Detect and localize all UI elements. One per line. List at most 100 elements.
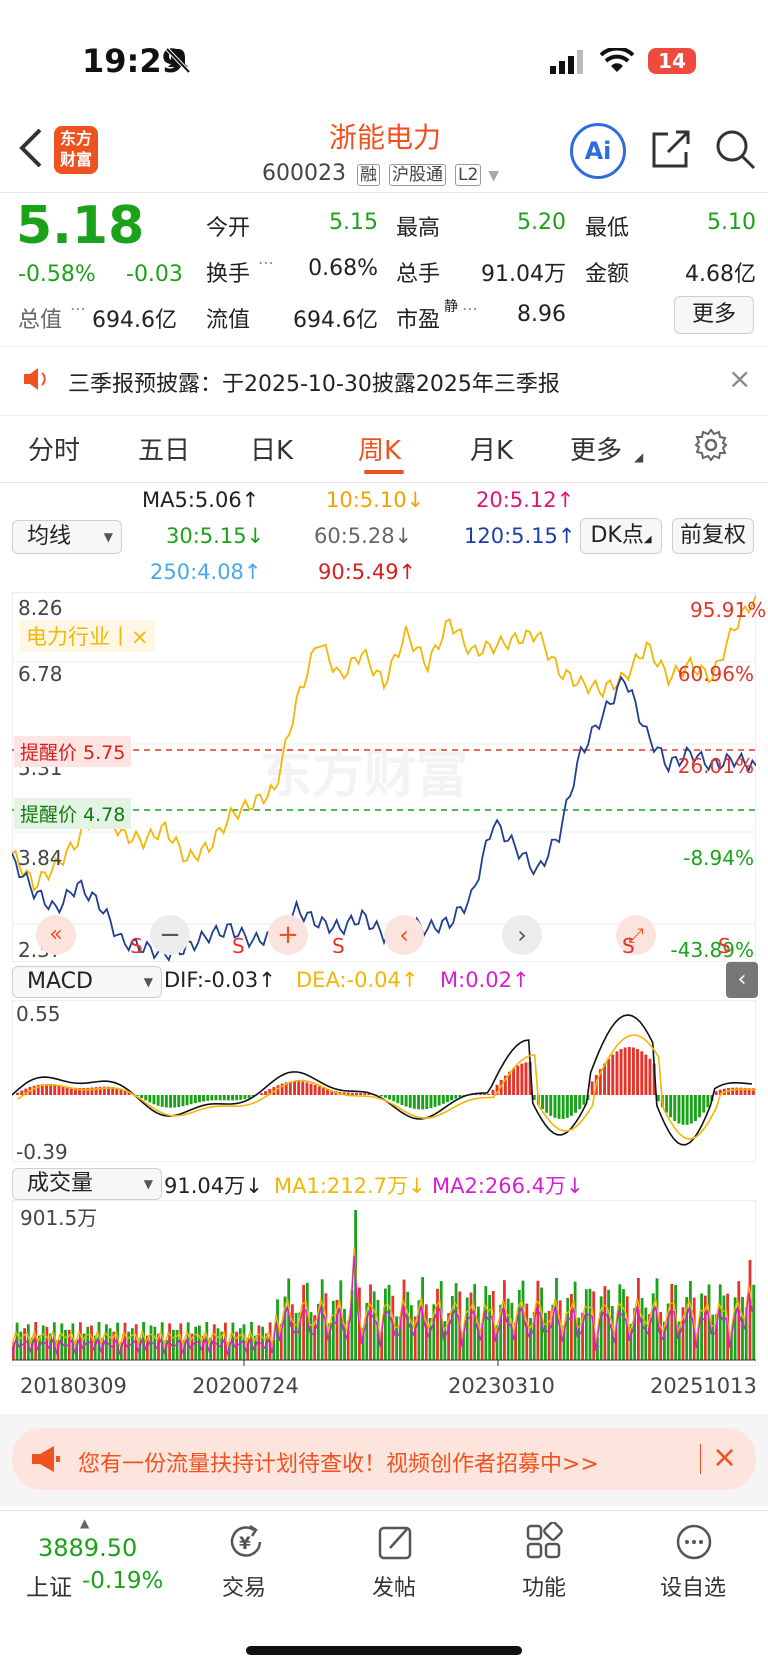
macd-histogram-bar xyxy=(516,1065,520,1095)
volume-bar xyxy=(365,1302,369,1360)
settings-gear-icon[interactable] xyxy=(694,428,728,466)
dk-point-button[interactable]: DK点◢ xyxy=(580,518,662,554)
volume-current: 91.04万↓ xyxy=(164,1174,263,1198)
collapse-panel-icon[interactable]: ‹ xyxy=(726,962,758,998)
alert-high-tag[interactable]: 提醒价 5.75 xyxy=(14,736,132,767)
tab-intraday[interactable]: 分时 xyxy=(28,436,81,466)
avg-line-select[interactable]: 均线 ▼ xyxy=(12,520,122,554)
nav-trade[interactable]: 交易 xyxy=(222,1576,267,1601)
volume-bar xyxy=(369,1284,372,1360)
back-button[interactable] xyxy=(14,120,48,180)
macd-histogram-bar xyxy=(235,1095,239,1101)
more-quote-button[interactable]: 更多 xyxy=(674,296,754,334)
ai-label: Ai xyxy=(584,137,612,165)
macd-histogram-bar xyxy=(446,1095,449,1102)
volume-bar xyxy=(97,1322,101,1360)
index-change[interactable]: -0.19% xyxy=(82,1568,164,1594)
macd-histogram-bar xyxy=(198,1095,201,1103)
info-icon[interactable]: ⋯ xyxy=(70,299,86,318)
macd-histogram-bar xyxy=(164,1095,168,1108)
index-name[interactable]: 上证 xyxy=(26,1575,72,1601)
tab-five-day[interactable]: 五日 xyxy=(138,436,191,466)
bell-mute-icon xyxy=(165,46,191,74)
custom-watchlist-icon[interactable] xyxy=(674,1522,714,1566)
volume-bar xyxy=(465,1297,469,1360)
info-icon[interactable]: ⋯ xyxy=(258,253,274,272)
volume-bar xyxy=(696,1333,700,1360)
nav-custom-watchlist[interactable]: 设自选 xyxy=(660,1576,727,1601)
last-price: 5.18 xyxy=(16,196,145,256)
search-icon[interactable] xyxy=(714,128,756,174)
macd-histogram-bar xyxy=(491,1089,495,1096)
volume-bar xyxy=(287,1278,291,1360)
main-chart[interactable]: 东方财富 xyxy=(12,592,756,962)
macd-histogram-bar xyxy=(561,1095,565,1119)
promo-banner[interactable] xyxy=(12,1428,756,1490)
info-icon[interactable]: ⋯ xyxy=(462,299,478,318)
macd-histogram-bar xyxy=(623,1047,627,1095)
double-left-icon[interactable]: « xyxy=(36,915,76,955)
nav-functions[interactable]: 功能 xyxy=(522,1576,567,1601)
volume-bar xyxy=(291,1304,294,1360)
ai-button[interactable]: Ai xyxy=(570,123,626,179)
macd-histogram-bar xyxy=(173,1095,177,1108)
volume-select[interactable]: 成交量 ▼ xyxy=(12,1168,162,1200)
volume-bar xyxy=(651,1293,655,1360)
volume-bar xyxy=(331,1300,335,1360)
macd-histogram-bar xyxy=(751,1088,755,1095)
volume-bar xyxy=(644,1307,648,1360)
volume-bar xyxy=(335,1299,339,1360)
share-icon[interactable] xyxy=(650,128,692,174)
volume-bar xyxy=(622,1289,625,1360)
macd-select[interactable]: MACD ▼ xyxy=(12,966,162,998)
volume-bar xyxy=(581,1312,584,1360)
volume-bar xyxy=(633,1307,636,1360)
volume-bar xyxy=(224,1322,227,1360)
macd-histogram-bar xyxy=(350,1092,354,1095)
trade-icon[interactable]: ¥ xyxy=(226,1522,266,1566)
index-value[interactable]: 3889.50 xyxy=(38,1534,138,1562)
alert-low-tag[interactable]: 提醒价 4.78 xyxy=(14,798,132,829)
pe-label: 市盈 xyxy=(396,308,441,333)
tab-weekly-k[interactable]: 周K xyxy=(358,436,402,466)
promo-text[interactable]: 您有一份流量扶持计划待查收！视频创作者招募中>> xyxy=(78,1452,599,1477)
macd-histogram-bar xyxy=(107,1086,110,1096)
macd-histogram-bar xyxy=(706,1095,710,1108)
scroll-left-icon[interactable]: ‹ xyxy=(384,915,424,955)
volume-bar xyxy=(71,1323,75,1360)
fullscreen-icon[interactable]: ⤢ xyxy=(616,915,656,955)
macd-histogram-bar xyxy=(226,1095,230,1101)
industry-index-line xyxy=(12,675,756,962)
macd-histogram-bar xyxy=(127,1091,131,1095)
tab-daily-k[interactable]: 日K xyxy=(250,436,294,466)
macd-histogram-bar xyxy=(400,1095,404,1105)
nav-post[interactable]: 发帖 xyxy=(372,1576,417,1601)
macd-histogram-bar xyxy=(557,1095,561,1119)
notice-close-button[interactable]: × xyxy=(728,362,752,395)
high-label: 最高 xyxy=(396,216,441,241)
macd-histogram-bar xyxy=(565,1095,569,1118)
zoom-out-icon[interactable]: − xyxy=(150,915,190,955)
volume-bar xyxy=(666,1303,670,1360)
stock-code: 600023 xyxy=(262,161,346,186)
zoom-in-icon[interactable]: + xyxy=(268,915,308,955)
volume-bar xyxy=(562,1324,566,1360)
promo-close-button[interactable]: × xyxy=(712,1440,738,1475)
adjust-button[interactable]: 前复权 xyxy=(672,518,754,554)
macd-histogram-bar xyxy=(665,1095,668,1113)
stock-code-row[interactable]: 600023 融 沪股通 L2 ▼ xyxy=(262,160,499,186)
svg-text:¥: ¥ xyxy=(239,1534,251,1554)
volume-bar xyxy=(387,1285,391,1360)
functions-grid-icon[interactable] xyxy=(524,1521,564,1566)
tab-monthly-k[interactable]: 月K xyxy=(470,436,514,466)
notice-text[interactable]: 三季报预披露：于2025-10-30披露2025年三季报 xyxy=(68,372,560,397)
post-icon[interactable] xyxy=(376,1522,416,1566)
macd-histogram-bar xyxy=(615,1051,619,1096)
volume-bar xyxy=(752,1284,756,1360)
volume-bar xyxy=(517,1290,521,1360)
industry-compare-tag[interactable]: 电力行业丨× xyxy=(20,620,155,652)
float-value: 694.6亿 xyxy=(293,308,378,333)
scroll-right-icon[interactable]: › xyxy=(502,915,542,955)
active-tab-indicator xyxy=(364,470,404,474)
tab-more[interactable]: 更多 xyxy=(570,436,623,466)
